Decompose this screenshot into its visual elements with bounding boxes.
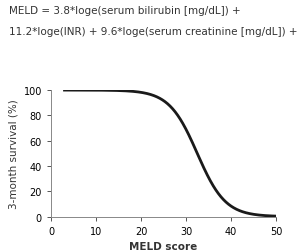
Text: MELD = 3.8*loge(serum bilirubin [mg/dL]) +: MELD = 3.8*loge(serum bilirubin [mg/dL])… xyxy=(9,6,241,16)
X-axis label: MELD score: MELD score xyxy=(129,241,198,251)
Text: 11.2*loge(INR) + 9.6*loge(serum creatinine [mg/dL]) + 6.4: 11.2*loge(INR) + 9.6*loge(serum creatini… xyxy=(9,26,300,37)
Y-axis label: 3-month survival (%): 3-month survival (%) xyxy=(8,99,18,208)
